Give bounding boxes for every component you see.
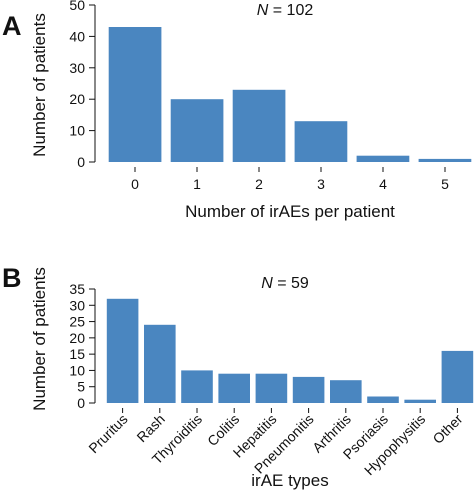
panel-b-bar-thyroiditis <box>181 370 213 403</box>
panel-b-bar-arthritis <box>330 380 362 403</box>
panel-b-y-tick-label: 20 <box>69 330 85 346</box>
panel-b-bars <box>106 298 474 403</box>
panel-a-y-axis-title: Number of patients <box>30 13 49 157</box>
panel-b-y-tick-label: 25 <box>69 314 85 330</box>
panel-a-bar-3 <box>294 121 348 162</box>
panel-b-bar-pruritus <box>106 298 139 403</box>
panel-a-y-tick-label: 0 <box>77 154 85 170</box>
panel-b-bar-hypophysitis <box>404 399 436 403</box>
panel-a-y-axis: 0 10 20 30 40 50 <box>69 0 96 170</box>
panel-b-y-tick-label: 10 <box>69 362 85 378</box>
panel-b-x-tick-label: Pruritus <box>85 411 130 456</box>
panel-b-y-tick-label: 30 <box>69 297 85 313</box>
panel-a-bar-1 <box>170 99 224 162</box>
panel-a-bar-0 <box>108 27 162 162</box>
panel-a-bar-2 <box>232 89 286 162</box>
panel-b-x-tick-label: Other <box>429 411 465 447</box>
panel-a-x-axis-title: Number of irAEs per patient <box>185 202 395 221</box>
panel-a-x-tick-label: 1 <box>193 176 201 192</box>
panel-b-x-axis-title: irAE types <box>251 471 328 490</box>
panel-b-y-tick-label: 5 <box>77 379 85 395</box>
panel-b-bar-psoriasis <box>367 396 399 403</box>
panel-b-x-axis: Pruritus RashThyroiditisColitisHepatitisP… <box>85 408 466 478</box>
panel-b-x-tick-label: Rash <box>133 411 167 445</box>
panel-b-sample-size: N = 59 <box>261 275 309 292</box>
panel-a-y-tick-label: 50 <box>69 0 85 13</box>
panel-a-bar-4 <box>356 155 410 162</box>
panel-b-bar-colitis <box>218 373 250 403</box>
panel-a-x-tick-label: 0 <box>131 176 139 192</box>
panel-a-y-tick-label: 40 <box>69 28 85 44</box>
panel-a-bar-5 <box>418 158 472 162</box>
panel-a-x-tick-label: 5 <box>441 176 449 192</box>
panel-b-bar-pneumonitis <box>292 376 325 403</box>
panel-a-bars <box>108 27 472 162</box>
panel-a-y-tick-label: 30 <box>69 60 85 76</box>
panel-b-y-axis-title: Number of patients <box>30 267 49 411</box>
panel-b-bar-rash <box>144 324 176 403</box>
panel-a-letter: A <box>2 11 22 41</box>
panel-a-x-axis: 0 1 2 3 4 5 <box>131 167 449 192</box>
panel-b-y-tick-label: 0 <box>77 395 85 411</box>
panel-b-bar-hepatitis <box>255 373 288 403</box>
panel-a-sample-size: N = 102 <box>257 2 314 19</box>
panel-b-y-tick-label: 35 <box>69 281 85 297</box>
panel-a-y-tick-label: 20 <box>69 91 85 107</box>
panel-a-x-tick-label: 3 <box>317 176 325 192</box>
panel-a-y-tick-label: 10 <box>69 123 85 139</box>
panel-a-x-tick-label: 2 <box>255 176 263 192</box>
panel-b-bar-other <box>441 350 474 403</box>
panel-b-y-tick-label: 15 <box>69 346 85 362</box>
panel-b-letter: B <box>2 263 22 293</box>
panel-a: A N = 102 0 10 20 30 40 50 0 1 2 3 4 5 Number of p… <box>2 0 472 221</box>
panel-a-x-tick-label: 4 <box>379 176 387 192</box>
